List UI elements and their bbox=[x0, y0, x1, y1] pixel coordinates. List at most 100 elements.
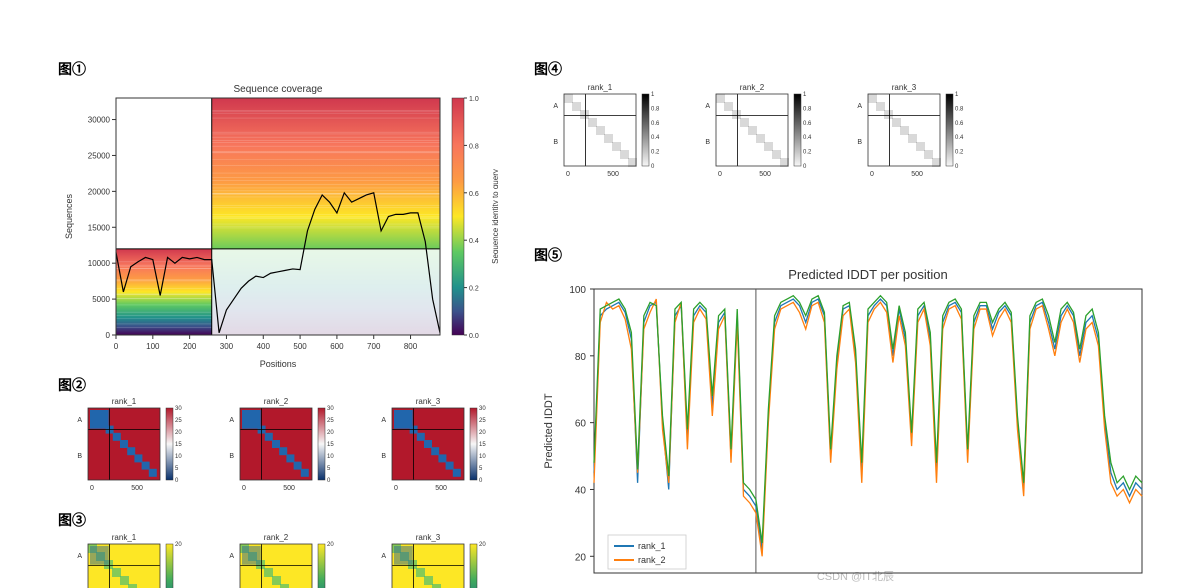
svg-text:rank_1: rank_1 bbox=[112, 397, 137, 406]
svg-text:A: A bbox=[381, 417, 386, 424]
svg-text:0.8: 0.8 bbox=[803, 106, 812, 112]
svg-text:A: A bbox=[77, 553, 82, 560]
svg-text:800: 800 bbox=[404, 342, 418, 351]
svg-text:Predicted IDDT: Predicted IDDT bbox=[543, 393, 555, 468]
svg-text:0.4: 0.4 bbox=[469, 238, 479, 245]
svg-text:60: 60 bbox=[575, 419, 587, 430]
svg-text:rank_2: rank_2 bbox=[264, 397, 289, 406]
svg-text:A: A bbox=[705, 103, 710, 110]
svg-text:B: B bbox=[857, 139, 862, 146]
svg-text:1.0: 1.0 bbox=[469, 96, 479, 103]
svg-text:A: A bbox=[229, 553, 234, 560]
svg-text:B: B bbox=[553, 139, 558, 146]
svg-text:25: 25 bbox=[327, 418, 334, 424]
svg-text:0: 0 bbox=[114, 342, 119, 351]
svg-text:A: A bbox=[77, 417, 82, 424]
svg-text:0: 0 bbox=[394, 485, 398, 492]
fig1-label: 图① bbox=[58, 59, 86, 79]
svg-text:rank_1: rank_1 bbox=[588, 83, 613, 92]
svg-text:Predicted IDDT per position: Predicted IDDT per position bbox=[788, 267, 947, 282]
svg-text:10: 10 bbox=[175, 454, 182, 460]
svg-text:rank_3: rank_3 bbox=[892, 83, 917, 92]
svg-text:20: 20 bbox=[479, 542, 486, 548]
svg-text:1: 1 bbox=[651, 92, 655, 98]
svg-text:0.2: 0.2 bbox=[651, 150, 660, 156]
svg-text:0: 0 bbox=[90, 485, 94, 492]
svg-text:Sequences: Sequences bbox=[64, 193, 74, 239]
svg-text:700: 700 bbox=[367, 342, 381, 351]
svg-text:rank_1: rank_1 bbox=[112, 533, 137, 542]
svg-text:0.0: 0.0 bbox=[469, 333, 479, 340]
svg-text:5: 5 bbox=[327, 466, 331, 472]
svg-text:20: 20 bbox=[575, 552, 587, 563]
svg-text:0.6: 0.6 bbox=[955, 121, 964, 127]
svg-text:20: 20 bbox=[175, 430, 182, 436]
svg-text:0.6: 0.6 bbox=[803, 121, 812, 127]
fig3-label: 图③ bbox=[58, 510, 86, 530]
svg-text:1: 1 bbox=[955, 92, 959, 98]
svg-text:20: 20 bbox=[327, 430, 334, 436]
svg-text:0.2: 0.2 bbox=[803, 150, 812, 156]
svg-text:0: 0 bbox=[242, 485, 246, 492]
svg-text:20: 20 bbox=[479, 430, 486, 436]
svg-text:25: 25 bbox=[479, 418, 486, 424]
fig2-chart: rank_1AB0500051015202530rank_2AB05000510… bbox=[58, 392, 518, 510]
svg-text:0.6: 0.6 bbox=[469, 191, 479, 198]
svg-text:rank_3: rank_3 bbox=[416, 533, 441, 542]
svg-text:Sequence identity to query: Sequence identity to query bbox=[491, 169, 498, 264]
svg-text:5: 5 bbox=[479, 466, 483, 472]
svg-text:Positions: Positions bbox=[260, 359, 297, 369]
svg-text:0.4: 0.4 bbox=[651, 135, 660, 141]
svg-text:A: A bbox=[381, 553, 386, 560]
svg-text:500: 500 bbox=[911, 171, 923, 178]
svg-text:A: A bbox=[857, 103, 862, 110]
svg-text:rank_1: rank_1 bbox=[638, 541, 666, 551]
svg-text:0: 0 bbox=[106, 331, 111, 340]
svg-text:400: 400 bbox=[257, 342, 271, 351]
svg-text:0: 0 bbox=[479, 478, 483, 484]
svg-text:15: 15 bbox=[175, 442, 182, 448]
svg-text:rank_3: rank_3 bbox=[416, 397, 441, 406]
svg-text:20000: 20000 bbox=[88, 187, 111, 196]
svg-text:rank_2: rank_2 bbox=[638, 555, 666, 565]
svg-text:15: 15 bbox=[327, 442, 334, 448]
svg-text:500: 500 bbox=[435, 485, 447, 492]
svg-text:0.2: 0.2 bbox=[955, 150, 964, 156]
svg-text:500: 500 bbox=[759, 171, 771, 178]
fig5-label: 图⑤ bbox=[534, 245, 562, 265]
svg-text:rank_2: rank_2 bbox=[740, 83, 765, 92]
svg-text:300: 300 bbox=[220, 342, 234, 351]
svg-text:40: 40 bbox=[575, 485, 587, 496]
svg-text:20: 20 bbox=[327, 542, 334, 548]
svg-text:0: 0 bbox=[955, 164, 959, 170]
svg-text:500: 500 bbox=[293, 342, 307, 351]
svg-text:0: 0 bbox=[803, 164, 807, 170]
svg-text:30000: 30000 bbox=[88, 116, 111, 125]
svg-text:0.8: 0.8 bbox=[469, 143, 479, 150]
svg-text:10000: 10000 bbox=[88, 259, 111, 268]
svg-text:0.8: 0.8 bbox=[651, 106, 660, 112]
svg-text:0.2: 0.2 bbox=[469, 286, 479, 293]
svg-text:0.8: 0.8 bbox=[955, 106, 964, 112]
svg-text:5000: 5000 bbox=[92, 295, 110, 304]
svg-text:30: 30 bbox=[327, 406, 334, 412]
svg-text:10: 10 bbox=[479, 454, 486, 460]
svg-text:0: 0 bbox=[870, 171, 874, 178]
svg-text:Sequence coverage: Sequence coverage bbox=[234, 84, 323, 95]
svg-text:0.6: 0.6 bbox=[651, 121, 660, 127]
svg-text:500: 500 bbox=[607, 171, 619, 178]
svg-text:30: 30 bbox=[175, 406, 182, 412]
svg-text:600: 600 bbox=[330, 342, 344, 351]
svg-text:0: 0 bbox=[718, 171, 722, 178]
svg-text:B: B bbox=[229, 453, 234, 460]
fig3-chart: rank_1AB1520rank_2AB1520rank_3AB1520 bbox=[58, 528, 518, 588]
svg-text:100: 100 bbox=[146, 342, 160, 351]
svg-text:15000: 15000 bbox=[88, 223, 111, 232]
fig1-chart: 0100200300400500600700800050001000015000… bbox=[58, 78, 498, 373]
svg-text:rank_2: rank_2 bbox=[264, 533, 289, 542]
svg-text:15: 15 bbox=[479, 442, 486, 448]
svg-text:B: B bbox=[705, 139, 710, 146]
svg-text:30: 30 bbox=[479, 406, 486, 412]
svg-text:1: 1 bbox=[803, 92, 807, 98]
svg-text:A: A bbox=[229, 417, 234, 424]
